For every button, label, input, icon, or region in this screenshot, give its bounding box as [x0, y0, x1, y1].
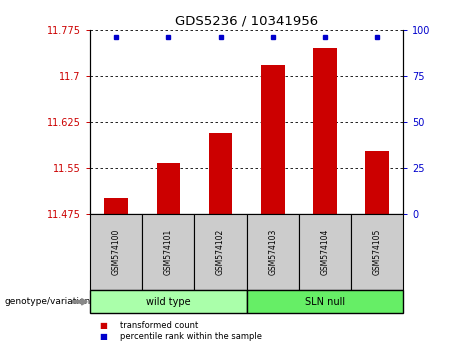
Text: wild type: wild type: [146, 297, 190, 307]
Text: GSM574105: GSM574105: [373, 229, 382, 275]
Bar: [261, 65, 284, 214]
Text: ■: ■: [99, 332, 107, 341]
Text: transformed count: transformed count: [120, 321, 198, 330]
Text: GSM574104: GSM574104: [320, 229, 330, 275]
Text: SLN null: SLN null: [305, 297, 345, 307]
Text: GSM574103: GSM574103: [268, 229, 277, 275]
Text: genotype/variation: genotype/variation: [5, 297, 91, 306]
Bar: [313, 48, 337, 214]
Text: ■: ■: [99, 321, 107, 330]
Title: GDS5236 / 10341956: GDS5236 / 10341956: [175, 15, 318, 28]
Bar: [104, 198, 128, 214]
Text: GSM574101: GSM574101: [164, 229, 173, 275]
Text: percentile rank within the sample: percentile rank within the sample: [120, 332, 262, 341]
Bar: [209, 132, 232, 214]
Text: GSM574102: GSM574102: [216, 229, 225, 275]
Bar: [156, 163, 180, 214]
Bar: [366, 151, 389, 214]
Text: GSM574100: GSM574100: [112, 229, 120, 275]
